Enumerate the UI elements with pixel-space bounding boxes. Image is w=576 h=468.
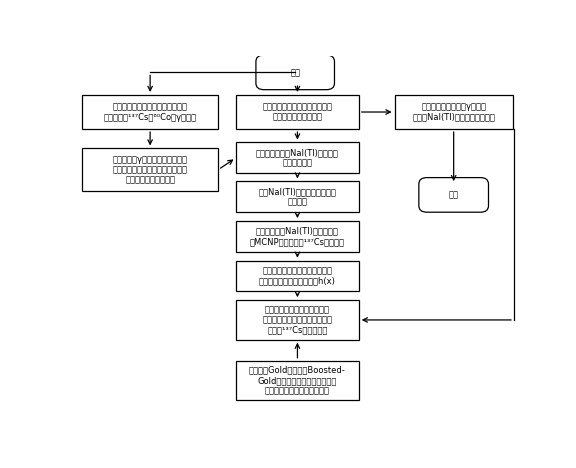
Bar bbox=[236, 95, 359, 129]
Text: 在与待测样品相同的测量条件下，
测量标准源¹³⁷Cs和⁶⁰Co的γ谱数据: 在与待测样品相同的测量条件下， 测量标准源¹³⁷Cs和⁶⁰Co的γ谱数据 bbox=[104, 102, 196, 122]
Text: 开始: 开始 bbox=[290, 68, 300, 77]
Text: 通过采用Gold和加速的Boosted-
Gold非线性迭代逼近稳定点的方
法，解病态矩阵方程得到其值: 通过采用Gold和加速的Boosted- Gold非线性迭代逼近稳定点的方 法，… bbox=[249, 366, 346, 395]
FancyBboxPatch shape bbox=[419, 177, 488, 212]
Bar bbox=[395, 95, 513, 129]
Bar bbox=[82, 148, 218, 191]
Text: 将到入射光子能量与其引起的脉
冲幅度之间关系的响应函数h(x): 将到入射光子能量与其引起的脉 冲幅度之间关系的响应函数h(x) bbox=[259, 266, 336, 285]
Bar bbox=[82, 95, 218, 129]
Text: 提取标准源γ探测响应函数的特征
参数（全能峰、康普顿边缘、散背
散平台，反散射峰等）: 提取标准源γ探测响应函数的特征 参数（全能峰、康普顿边缘、散背 散平台，反散射峰… bbox=[113, 155, 188, 184]
Text: 形成被测样品的复杂γ仪器谱
（采用NaI(Tl)闪烁探测器谱仪）: 形成被测样品的复杂γ仪器谱 （采用NaI(Tl)闪烁探测器谱仪） bbox=[412, 102, 495, 122]
Text: 确定实测环境中NaI(Tl)闪烁探测
器的几何参数: 确定实测环境中NaI(Tl)闪烁探测 器的几何参数 bbox=[256, 148, 339, 168]
Bar bbox=[236, 221, 359, 252]
Text: 根据几何模型NaI(Tl)闪烁探测器
用MCNP软件对点源¹³⁷Cs数值模拟: 根据几何模型NaI(Tl)闪烁探测器 用MCNP软件对点源¹³⁷Cs数值模拟 bbox=[250, 227, 345, 246]
Text: 结束: 结束 bbox=[449, 190, 458, 199]
Text: 建立NaI(Tl)探测器的蒙卡模拟
几何模型: 建立NaI(Tl)探测器的蒙卡模拟 几何模型 bbox=[259, 187, 336, 206]
Bar bbox=[236, 261, 359, 291]
Bar bbox=[236, 142, 359, 173]
FancyBboxPatch shape bbox=[256, 55, 335, 90]
Bar bbox=[236, 361, 359, 400]
Text: 输入待测样品（包括复杂样品或
混合样品）的谱线数据: 输入待测样品（包括复杂样品或 混合样品）的谱线数据 bbox=[263, 102, 332, 122]
Bar bbox=[236, 300, 359, 340]
Text: 生成「蒙卡响应矩阵，「矩阵
阵的一个列向量对应一个响应函
数（即¹³⁷Cs模拟谱线）: 生成「蒙卡响应矩阵，「矩阵 阵的一个列向量对应一个响应函 数（即¹³⁷Cs模拟谱… bbox=[263, 305, 332, 335]
Bar bbox=[236, 182, 359, 212]
